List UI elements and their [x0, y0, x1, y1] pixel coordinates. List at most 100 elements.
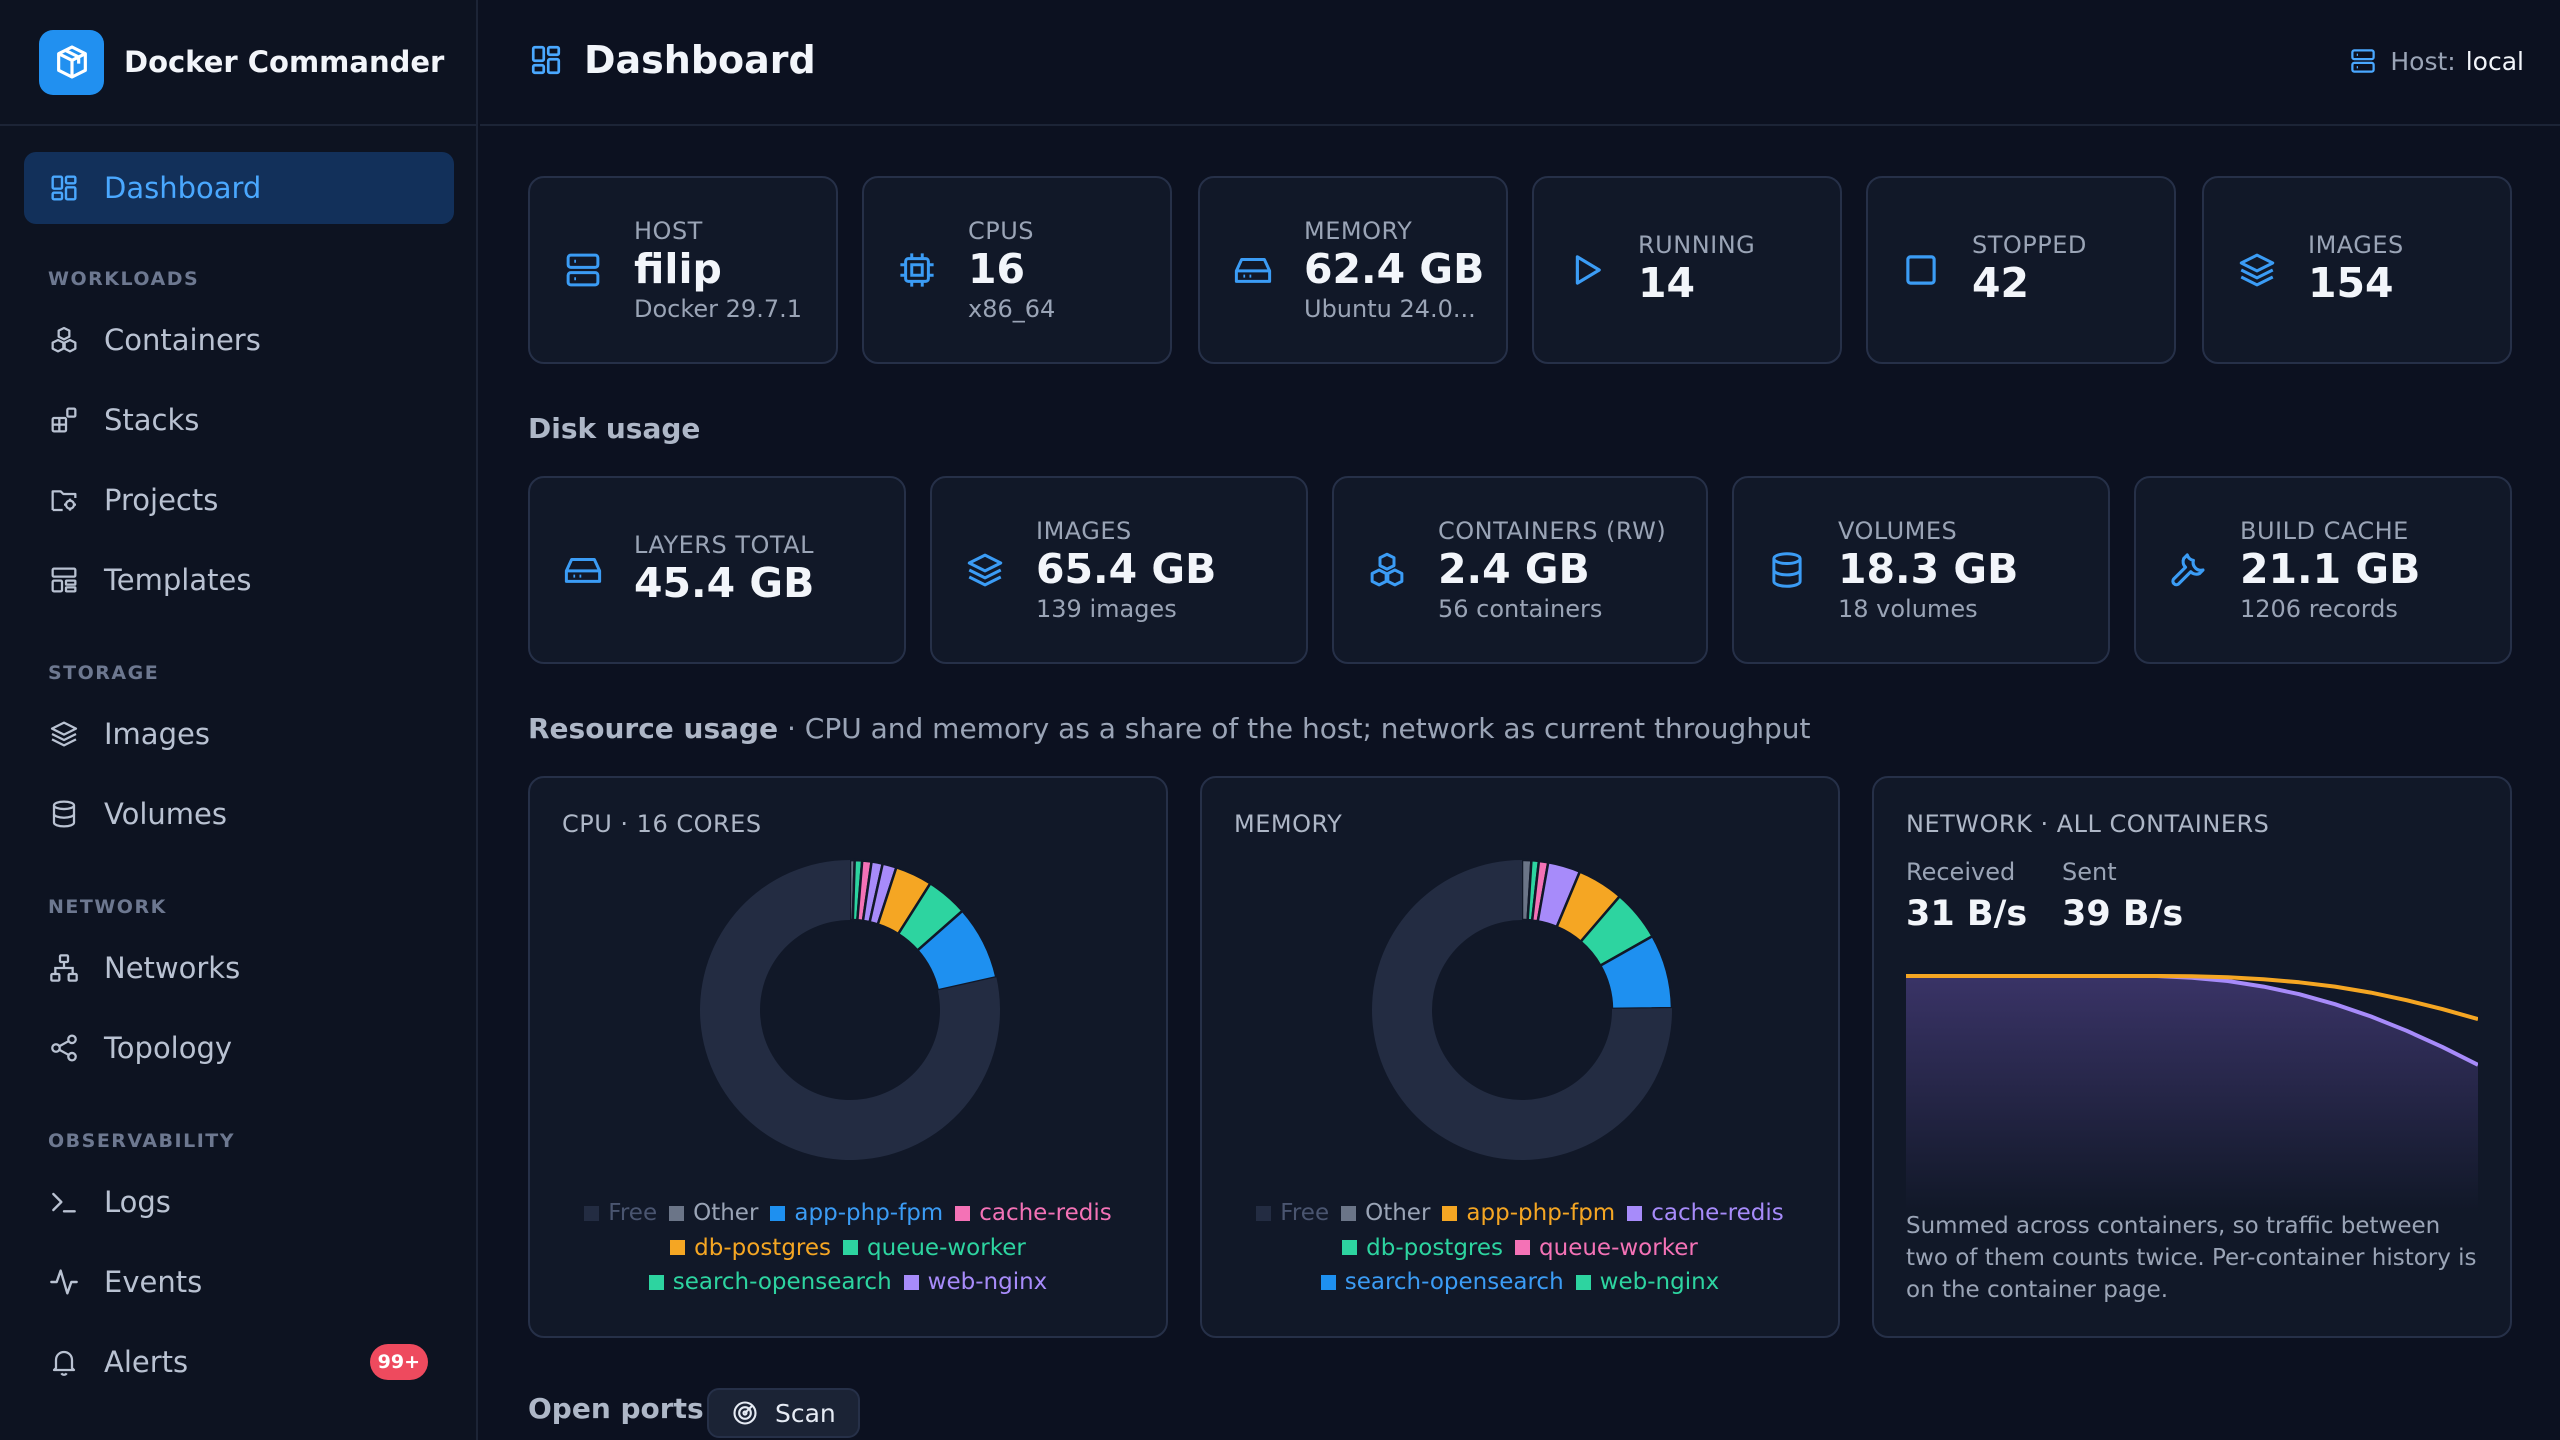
sidebar-item-label: Volumes — [104, 797, 227, 831]
stat-card-running: RUNNING 14 — [1532, 176, 1842, 364]
section-description: · CPU and memory as a share of the host;… — [778, 712, 1811, 745]
page-title: Dashboard — [528, 38, 816, 82]
stat-value: 14 — [1638, 259, 1696, 308]
scan-label: Scan — [775, 1398, 836, 1428]
disk-card-images: IMAGES 65.4 GB 139 images — [930, 476, 1308, 664]
hard-drive-icon — [1234, 258, 1272, 283]
cpu-icon — [900, 253, 934, 287]
stat-card-cpus: CPUS 16 x86_64 — [862, 176, 1172, 364]
stat-sub: 56 containers — [1438, 594, 1603, 623]
memory-chart-legend: Free Other app-php-fpm cache-redis db-postgr… — [1202, 1196, 1838, 1300]
legend-item-queue-worker[interactable]: queue-worker — [843, 1231, 1026, 1265]
sidebar-item-topology[interactable]: Topology — [24, 1012, 454, 1084]
sidebar-item-label: Dashboard — [104, 171, 262, 205]
sidebar-item-networks[interactable]: Networks — [24, 932, 454, 1004]
donut-slice-search-opensearch[interactable] — [1598, 934, 1674, 1011]
legend-label: search-opensearch — [672, 1269, 892, 1295]
network-chart-card: NETWORK · ALL CONTAINERS Received 31 B/s… — [1872, 776, 2512, 1338]
stat-value: 42 — [1972, 259, 2030, 308]
donut-slice-free[interactable] — [1372, 860, 1672, 1160]
disk-card-volumes: VOLUMES 18.3 GB 18 volumes — [1732, 476, 2110, 664]
stat-card-images: IMAGES 154 — [2202, 176, 2512, 364]
layers-icon — [967, 553, 1003, 587]
legend-label: db-postgres — [694, 1234, 832, 1261]
sidebar-item-dashboard[interactable]: Dashboard — [24, 152, 454, 224]
stat-label: LAYERS TOTAL — [634, 531, 814, 560]
sidebar-item-images[interactable]: Images — [24, 698, 454, 770]
topbar: Dashboard Host: local — [480, 0, 2560, 126]
received-value: 31 B/s — [1906, 894, 2028, 934]
legend-item-other[interactable]: Other — [669, 1196, 758, 1230]
legend-swatch — [1320, 1274, 1336, 1290]
terminal-icon — [52, 1192, 76, 1213]
legend-label: web-nginx — [927, 1269, 1048, 1295]
stat-sub: x86_64 — [968, 294, 1056, 323]
nav-section-network: NETWORK — [48, 896, 167, 918]
legend-swatch — [648, 1274, 664, 1290]
nav-section-workloads: WORKLOADS — [48, 268, 200, 290]
database-icon — [52, 800, 76, 828]
cpu-chart-card: CPU · 16 CORES Free Other app-php-fpm cache… — [528, 776, 1168, 1338]
legend-item-free[interactable]: Free — [1256, 1196, 1329, 1230]
app-name: Docker Commander — [124, 45, 445, 79]
received-label: Received — [1906, 858, 2016, 886]
legend-swatch — [1442, 1205, 1458, 1221]
legend-item-free[interactable]: Free — [584, 1196, 657, 1230]
app-logo-icon — [39, 29, 104, 95]
legend-item-other[interactable]: Other — [1341, 1196, 1430, 1230]
grid-icon — [531, 45, 561, 75]
sidebar-item-alerts[interactable]: Alerts 99+ — [24, 1326, 454, 1398]
sidebar-item-logs[interactable]: Logs — [24, 1166, 454, 1238]
stat-card-memory: MEMORY 62.4 GB Ubuntu 24.0... — [1198, 176, 1508, 364]
radar-icon — [733, 1401, 757, 1425]
wrench-icon — [2171, 553, 2205, 587]
stat-label: CONTAINERS (RW) — [1438, 517, 1667, 546]
legend-label: Free — [608, 1200, 658, 1226]
alerts-count-badge: 99+ — [369, 1344, 428, 1380]
donut-slice-app-php-fpm[interactable] — [915, 909, 998, 992]
legend-swatch — [843, 1240, 859, 1255]
legend-swatch — [670, 1240, 686, 1255]
host-selector[interactable]: Host: local — [2348, 46, 2524, 76]
legend-label: db-postgres — [1366, 1234, 1504, 1261]
section-title-disk: Disk usage — [528, 412, 701, 445]
legend-item-app-php-fpm[interactable]: app-php-fpm — [1442, 1196, 1615, 1230]
sidebar-item-volumes[interactable]: Volumes — [24, 778, 454, 850]
legend-item-web-nginx[interactable]: web-nginx — [903, 1265, 1048, 1299]
legend-label: Other — [1365, 1200, 1431, 1226]
stat-label: STOPPED — [1972, 231, 2087, 260]
sidebar-item-projects[interactable]: Projects — [24, 464, 454, 536]
sidebar-item-containers[interactable]: Containers — [24, 304, 454, 376]
legend-item-cache-redis[interactable]: cache-redis — [955, 1196, 1112, 1230]
scan-button[interactable]: Scan — [707, 1388, 860, 1438]
legend-swatch — [1341, 1205, 1357, 1221]
host-label: Host: — [2390, 46, 2456, 76]
legend-swatch — [669, 1205, 685, 1221]
legend-item-web-nginx[interactable]: web-nginx — [1575, 1265, 1719, 1299]
legend-item-db-postgres[interactable]: db-postgres — [1342, 1231, 1503, 1265]
sidebar-item-events[interactable]: Events — [24, 1246, 454, 1318]
legend-item-cache-redis[interactable]: cache-redis — [1627, 1196, 1784, 1230]
legend-item-search-opensearch[interactable]: search-opensearch — [1320, 1265, 1564, 1299]
legend-item-queue-worker[interactable]: queue-worker — [1515, 1231, 1698, 1265]
sidebar-item-templates[interactable]: Templates — [24, 544, 454, 616]
sidebar-item-stacks[interactable]: Stacks — [24, 384, 454, 456]
legend-row: Free Other app-php-fpm cache-redis — [1202, 1196, 1838, 1231]
memory-donut-chart — [1372, 858, 1674, 1160]
nav-section-storage: STORAGE — [48, 662, 160, 684]
stat-value: 154 — [2308, 259, 2394, 308]
legend-item-db-postgres[interactable]: db-postgres — [670, 1231, 831, 1265]
legend-swatch — [1575, 1274, 1591, 1290]
donut-slice-free[interactable] — [700, 860, 1000, 1160]
legend-label: app-php-fpm — [794, 1200, 944, 1226]
stat-sub: Ubuntu 24.0... — [1304, 294, 1476, 323]
legend-swatch — [1515, 1240, 1531, 1255]
legend-item-search-opensearch[interactable]: search-opensearch — [648, 1265, 892, 1299]
section-title-ports: Open ports — [528, 1392, 704, 1425]
folder-icon — [51, 490, 77, 512]
section-title-text: Resource usage — [528, 712, 779, 745]
legend-item-app-php-fpm[interactable]: app-php-fpm — [770, 1196, 943, 1230]
network-area-chart — [1906, 974, 2478, 1210]
nav-section-observability: OBSERVABILITY — [48, 1130, 235, 1152]
stat-value: 2.4 GB — [1438, 545, 1590, 594]
